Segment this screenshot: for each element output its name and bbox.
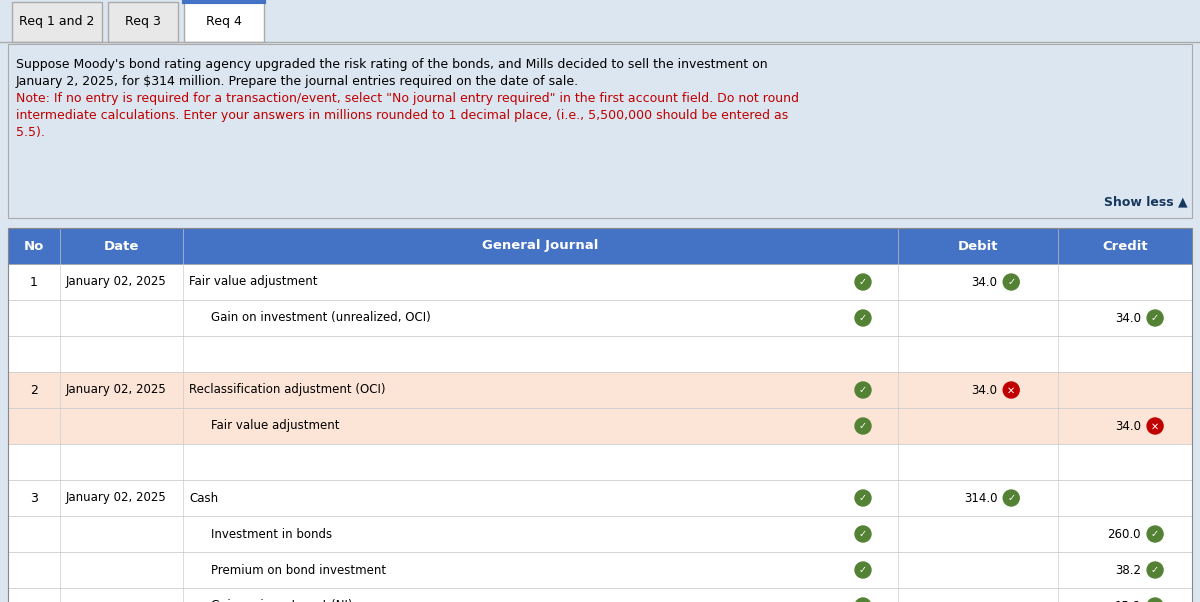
Bar [8, 228, 1192, 264]
Text: ✕: ✕ [1151, 421, 1159, 432]
Circle shape [1147, 598, 1163, 602]
Bar [8, 264, 1192, 300]
Text: Suppose Moody's bond rating agency upgraded the risk rating of the bonds, and Mi: Suppose Moody's bond rating agency upgra… [16, 58, 768, 71]
Text: ✓: ✓ [1007, 494, 1015, 503]
Bar [8, 408, 1192, 444]
Text: Premium on bond investment: Premium on bond investment [211, 563, 386, 577]
Text: Fair value adjustment: Fair value adjustment [211, 420, 340, 432]
Text: Req 4: Req 4 [206, 16, 242, 28]
Bar [8, 372, 1192, 408]
Text: Debit: Debit [958, 240, 998, 252]
Circle shape [1147, 562, 1163, 578]
Bar [8, 516, 1192, 552]
Text: January 2, 2025, for $314 million. Prepare the journal entries required on the d: January 2, 2025, for $314 million. Prepa… [16, 75, 580, 88]
Text: 260.0: 260.0 [1108, 527, 1141, 541]
Circle shape [1003, 382, 1019, 398]
Bar [8, 336, 1192, 372]
Circle shape [854, 310, 871, 326]
Bar [8, 552, 1192, 588]
Circle shape [854, 382, 871, 398]
Circle shape [854, 490, 871, 506]
Bar [8, 588, 1192, 602]
Text: No: No [24, 240, 44, 252]
Text: January 02, 2025: January 02, 2025 [66, 383, 167, 397]
Bar [8, 228, 1192, 602]
Text: 34.0: 34.0 [1115, 311, 1141, 324]
Bar [8, 480, 1192, 516]
Circle shape [1003, 274, 1019, 290]
Text: Gain on investment (unrealized, OCI): Gain on investment (unrealized, OCI) [211, 311, 431, 324]
Text: 3: 3 [30, 491, 38, 504]
Text: Credit: Credit [1102, 240, 1148, 252]
Bar [0, 0, 1200, 42]
Text: 38.2: 38.2 [1115, 563, 1141, 577]
Text: ✓: ✓ [859, 565, 868, 576]
Circle shape [1147, 526, 1163, 542]
Text: ✕: ✕ [1007, 385, 1015, 396]
Bar [12, 2, 102, 42]
Text: Req 1 and 2: Req 1 and 2 [19, 16, 95, 28]
Circle shape [854, 598, 871, 602]
Text: Show less ▲: Show less ▲ [1104, 195, 1188, 208]
Text: Req 3: Req 3 [125, 16, 161, 28]
Text: 314.0: 314.0 [964, 491, 997, 504]
Bar [8, 300, 1192, 336]
Text: Reclassification adjustment (OCI): Reclassification adjustment (OCI) [190, 383, 385, 397]
Text: Fair value adjustment: Fair value adjustment [190, 276, 318, 288]
Circle shape [1147, 310, 1163, 326]
Text: ✓: ✓ [1007, 278, 1015, 288]
Text: ✓: ✓ [859, 530, 868, 539]
Text: ✓: ✓ [1151, 530, 1159, 539]
Bar [8, 444, 1192, 480]
Text: Date: Date [104, 240, 139, 252]
Text: 2: 2 [30, 383, 38, 397]
Text: Gain on investment (NI): Gain on investment (NI) [211, 600, 353, 602]
Text: General Journal: General Journal [482, 240, 599, 252]
Circle shape [854, 562, 871, 578]
Text: intermediate calculations. Enter your answers in millions rounded to 1 decimal p: intermediate calculations. Enter your an… [16, 109, 788, 122]
Text: ✓: ✓ [859, 385, 868, 396]
Bar [0, 42, 1200, 220]
Circle shape [1147, 418, 1163, 434]
Text: Note: If no entry is required for a transaction/event, select "No journal entry : Note: If no entry is required for a tran… [16, 92, 799, 105]
Bar [108, 2, 178, 42]
Text: 15.8: 15.8 [1115, 600, 1141, 602]
Circle shape [854, 274, 871, 290]
Circle shape [1003, 490, 1019, 506]
Text: ✓: ✓ [859, 421, 868, 432]
Bar [184, 2, 264, 42]
Text: January 02, 2025: January 02, 2025 [66, 276, 167, 288]
Text: ✓: ✓ [859, 278, 868, 288]
Text: ✓: ✓ [1151, 314, 1159, 323]
Circle shape [854, 526, 871, 542]
Bar [8, 44, 1192, 218]
Text: ✓: ✓ [859, 494, 868, 503]
Text: Investment in bonds: Investment in bonds [211, 527, 332, 541]
Text: 1: 1 [30, 276, 38, 288]
Text: Cash: Cash [190, 491, 218, 504]
Text: 34.0: 34.0 [971, 276, 997, 288]
Text: 34.0: 34.0 [971, 383, 997, 397]
Text: ✓: ✓ [1151, 565, 1159, 576]
Text: 5.5).: 5.5). [16, 126, 44, 139]
Text: ✓: ✓ [859, 314, 868, 323]
Circle shape [854, 418, 871, 434]
Text: 34.0: 34.0 [1115, 420, 1141, 432]
Text: January 02, 2025: January 02, 2025 [66, 491, 167, 504]
